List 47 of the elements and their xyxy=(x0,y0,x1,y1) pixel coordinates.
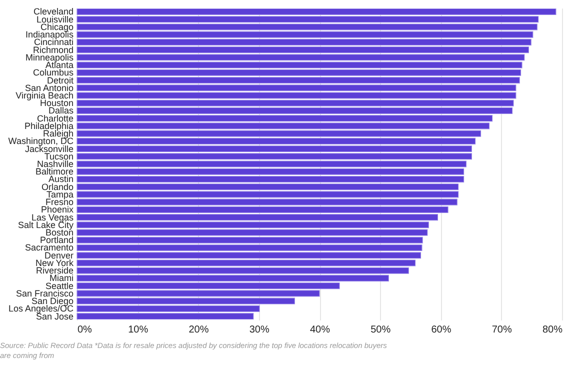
y-tick-label: Fresno xyxy=(45,197,74,208)
y-tick-label: Chicago xyxy=(40,22,74,32)
y-tick-label: Sacramento xyxy=(24,242,74,253)
y-tick-label: Columbus xyxy=(32,68,74,78)
y-tick-label: Raleigh xyxy=(42,128,74,139)
y-tick-label: Denver xyxy=(44,250,74,260)
x-tick-label: 80% xyxy=(542,324,563,336)
x-tick-label: 30% xyxy=(249,324,270,336)
x-tick-label: 60% xyxy=(431,324,452,336)
y-tick-label: Baltimore xyxy=(35,166,74,177)
y-tick-label: Cleveland xyxy=(33,6,74,17)
x-tick-label: 0% xyxy=(78,324,92,336)
x-tick-label: 70% xyxy=(492,324,512,336)
y-tick-label: Riverside xyxy=(36,266,74,276)
y-tick-label: Atlanta xyxy=(45,60,74,70)
y-tick-label: New York xyxy=(35,258,74,268)
y-tick-label: Boston xyxy=(45,228,74,238)
y-tick-label: Cincinnati xyxy=(34,37,74,48)
y-tick-label: San Francisco xyxy=(16,288,74,298)
y-tick-label: Tampa xyxy=(46,189,74,200)
y-tick-label: Charlotte xyxy=(36,113,74,124)
y-tick-label: Orlando xyxy=(41,182,74,192)
x-tick-label: 40% xyxy=(310,324,330,336)
y-tick-label: Dallas xyxy=(48,106,74,116)
y-tick-label: Las Vegas xyxy=(31,212,74,222)
y-tick-label: Indianapolis xyxy=(25,30,74,40)
y-tick-label: Miami xyxy=(50,273,74,284)
y-tick-label: Los Angeles/OC xyxy=(8,304,74,314)
y-tick-label: Seattle xyxy=(45,280,74,291)
y-tick-label: Houston xyxy=(40,98,74,108)
x-tick-label: 50% xyxy=(370,324,391,336)
x-tick-label: 20% xyxy=(188,324,209,336)
y-tick-label: Richmond xyxy=(32,44,74,55)
y-tick-label: San Diego xyxy=(31,296,74,306)
y-tick-label: Austin xyxy=(48,174,74,184)
x-tick-label: 10% xyxy=(128,324,148,336)
y-tick-label: Portland xyxy=(40,235,74,246)
y-tick-label: Tucson xyxy=(44,151,74,162)
y-tick-label: Louisville xyxy=(36,14,74,24)
y-tick-label: Nashville xyxy=(36,159,74,169)
y-tick-label: Phoenix xyxy=(40,204,74,215)
y-tick-label: Virginia Beach xyxy=(16,90,74,100)
y-tick-label: Washington, DC xyxy=(8,136,74,146)
y-tick-label: San Antonio xyxy=(24,82,74,93)
y-tick-label: Detroit xyxy=(46,75,74,86)
y-tick-label: Minneapolis xyxy=(25,52,74,62)
y-tick-label: Philadelphia xyxy=(24,120,74,131)
